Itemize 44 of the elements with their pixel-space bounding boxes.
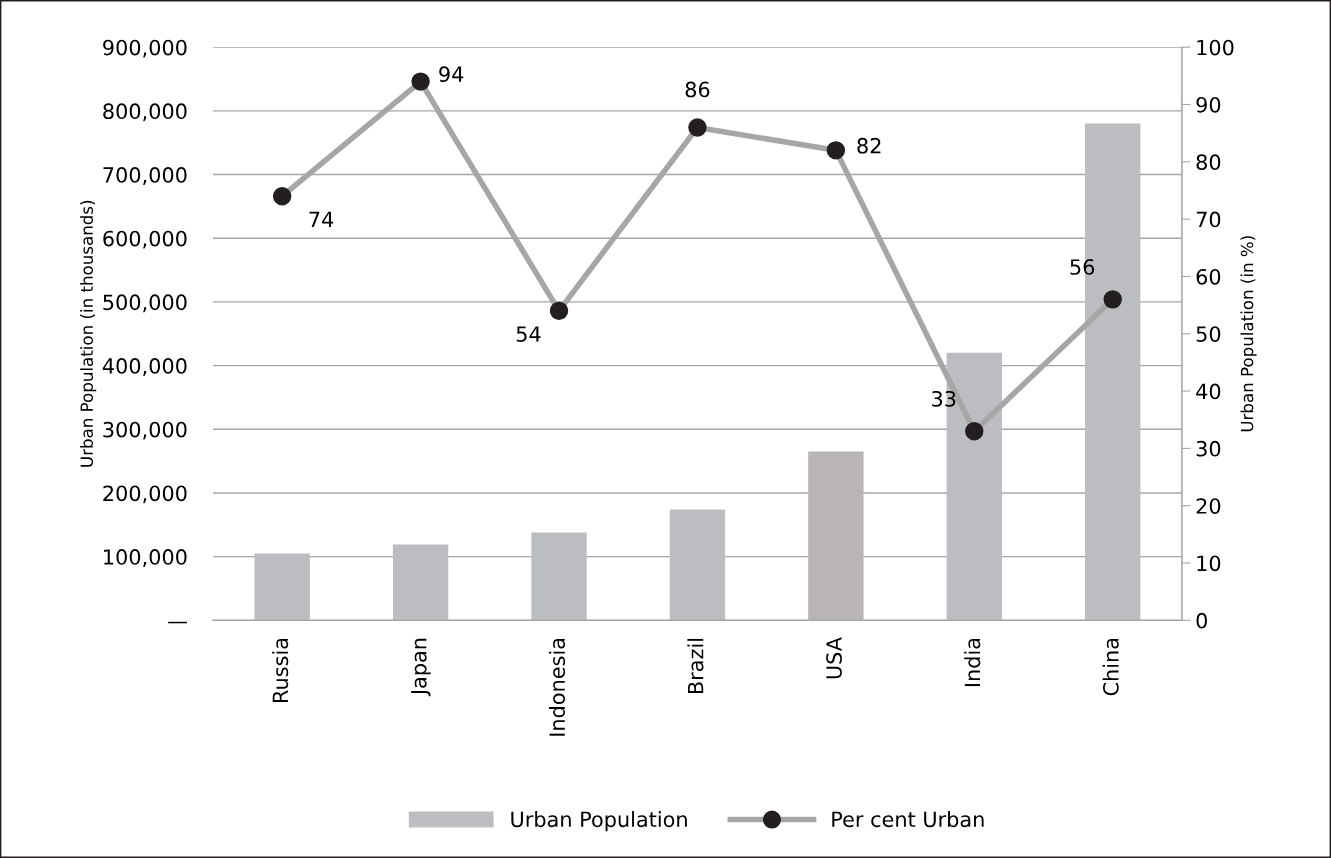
y2-tick-label: 80 (1196, 154, 1221, 171)
bar (254, 553, 310, 621)
y2-tick-label: 50 (1196, 326, 1221, 342)
y-tick-label: 200,000 (103, 485, 187, 504)
y2-tick-label: 10 (1197, 555, 1221, 572)
bar (669, 509, 726, 621)
data-label: 86 (685, 81, 710, 98)
y-axis-title: Urban Population (in thousands) (80, 200, 97, 467)
y-tick-label: 400,000 (102, 358, 187, 376)
y2-tick-label: 60 (1196, 268, 1221, 285)
y2-tick-label: 0 (1196, 612, 1207, 629)
y2-axis-title: Urban Population (in %) (1240, 236, 1257, 432)
x-tick-label: China (1102, 638, 1119, 696)
data-label: 94 (439, 66, 464, 83)
y-tick-label: — (168, 621, 187, 624)
y-tick-label: 700,000 (103, 167, 187, 185)
y2-tick-label: 30 (1196, 440, 1221, 457)
data-label: 56 (1070, 259, 1095, 275)
y-tick-label: 800,000 (103, 103, 187, 122)
y-tick-label: 500,000 (103, 294, 187, 313)
y2-tick-label: 100 (1197, 39, 1234, 56)
y2-tick-label: 70 (1196, 211, 1221, 228)
bar (531, 532, 587, 621)
x-tick-label: Indonesia (548, 638, 566, 736)
y-tick-label: 100,000 (104, 549, 187, 567)
y-tick-label: 900,000 (103, 39, 187, 58)
y2-tick-label: 90 (1196, 96, 1221, 113)
data-label: 74 (309, 211, 334, 227)
x-tick-label: Russia (272, 638, 289, 702)
legend-label: Urban Population (511, 811, 687, 832)
bar (808, 451, 864, 621)
x-tick-label: Brazil (687, 638, 704, 694)
y2-tick-label: 20 (1196, 498, 1221, 514)
data-label: 82 (857, 137, 881, 154)
x-tick-label: India (964, 638, 981, 687)
data-label: 33 (932, 390, 956, 407)
x-tick-label: USA (826, 637, 842, 679)
x-tick-label: Japan (411, 638, 431, 697)
y-tick-label: 300,000 (103, 421, 187, 440)
bar (392, 544, 449, 621)
y-tick-label: 600,000 (103, 230, 187, 249)
legend-label: Per cent Urban (832, 811, 984, 828)
data-label: 54 (516, 326, 541, 342)
y2-tick-label: 40 (1196, 383, 1221, 400)
